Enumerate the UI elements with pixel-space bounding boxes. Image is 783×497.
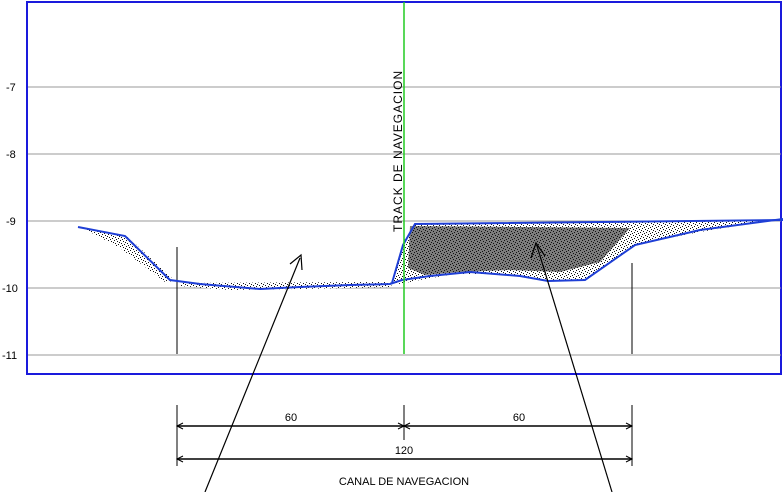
annotation-arrows <box>204 241 613 493</box>
y-axis-labels: -7 -8 -9 -10 -11 <box>2 82 18 362</box>
canal-label: CANAL DE NAVEGACION <box>339 476 469 488</box>
y-tick-label: -11 <box>2 350 17 362</box>
right-width-label: 60 <box>513 412 525 424</box>
arrow-left <box>204 257 301 493</box>
y-tick-label: -10 <box>2 283 18 295</box>
dimension-lines <box>175 405 634 466</box>
bottom-fill <box>180 282 392 290</box>
arrow-left-head <box>289 253 303 271</box>
dredge-fill-dense <box>408 226 630 275</box>
y-tick-label: -9 <box>6 216 16 228</box>
total-width-label: 120 <box>395 445 413 457</box>
design-profile <box>391 219 783 284</box>
y-tick-label: -7 <box>6 82 16 94</box>
y-tick-label: -8 <box>6 149 16 161</box>
track-label: TRACK DE NAVEGACION <box>391 70 405 232</box>
left-width-label: 60 <box>285 412 297 424</box>
left-slope-fill <box>78 227 175 282</box>
arrow-right <box>536 245 613 493</box>
arrow-right-head <box>530 241 546 259</box>
seabed-profile <box>77 218 783 291</box>
